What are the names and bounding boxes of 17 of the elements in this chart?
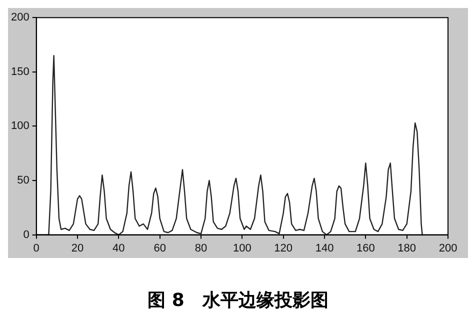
x-tick-label: 0 [33, 242, 40, 254]
y-tick-label: 0 [23, 228, 30, 241]
x-tick-label: 180 [398, 242, 416, 254]
x-tick-label: 120 [274, 242, 293, 254]
x-tick-label: 80 [194, 242, 208, 254]
x-tick-label: 100 [232, 242, 252, 254]
x-tick-label: 200 [438, 242, 458, 254]
y-tick-label: 100 [10, 120, 30, 132]
x-tick-label: 40 [112, 242, 125, 254]
x-tick-label: 160 [356, 242, 375, 254]
x-tick-label: 60 [154, 242, 166, 254]
y-tick-label: 150 [10, 66, 30, 78]
y-tick-label: 200 [10, 12, 30, 24]
text: 图 8 水平边缘投影图 [146, 289, 330, 312]
y-tick-label: 50 [17, 174, 30, 187]
x-tick-label: 140 [315, 242, 334, 254]
x-tick-label: 20 [71, 242, 84, 254]
